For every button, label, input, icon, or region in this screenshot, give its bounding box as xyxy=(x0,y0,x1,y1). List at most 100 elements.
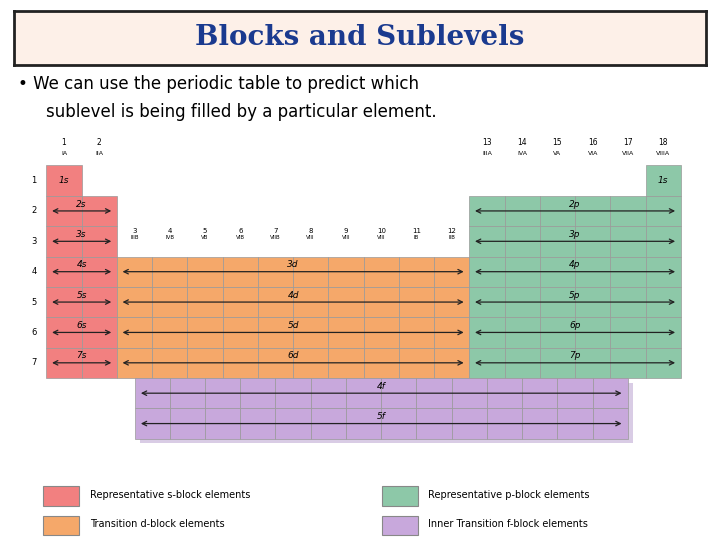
Text: IIB: IIB xyxy=(449,234,455,240)
Bar xyxy=(487,378,522,408)
Text: 8: 8 xyxy=(308,228,313,234)
Text: VIIB: VIIB xyxy=(270,234,281,240)
Bar xyxy=(469,195,505,226)
Bar xyxy=(346,408,381,438)
Text: 14: 14 xyxy=(518,138,527,147)
Bar xyxy=(451,378,487,408)
Text: VA: VA xyxy=(554,151,562,156)
Bar xyxy=(81,348,117,378)
Bar xyxy=(575,287,611,317)
Bar xyxy=(81,287,117,317)
Bar xyxy=(328,317,364,348)
Bar xyxy=(46,256,81,287)
Text: Blocks and Sublevels: Blocks and Sublevels xyxy=(195,24,525,51)
Bar xyxy=(187,348,222,378)
Text: VIII: VIII xyxy=(342,234,351,240)
Bar xyxy=(81,256,117,287)
Bar xyxy=(81,226,117,256)
Bar xyxy=(276,378,311,408)
Bar xyxy=(416,378,451,408)
Text: 15: 15 xyxy=(553,138,562,147)
Bar xyxy=(381,378,416,408)
Text: 2: 2 xyxy=(97,138,102,147)
Bar xyxy=(469,317,505,348)
Bar xyxy=(81,317,117,348)
Text: IIIA: IIIA xyxy=(482,151,492,156)
Bar xyxy=(258,317,293,348)
Bar xyxy=(293,287,328,317)
Text: 3d: 3d xyxy=(287,260,299,269)
Bar xyxy=(311,408,346,438)
Bar xyxy=(187,256,222,287)
Bar xyxy=(434,317,469,348)
Bar xyxy=(487,408,522,438)
Bar xyxy=(540,348,575,378)
Text: sublevel is being filled by a particular element.: sublevel is being filled by a particular… xyxy=(46,103,436,121)
Text: VIII: VIII xyxy=(377,234,385,240)
Bar xyxy=(328,287,364,317)
Bar xyxy=(328,256,364,287)
Bar xyxy=(611,226,646,256)
Bar xyxy=(575,348,611,378)
Text: 11: 11 xyxy=(412,228,421,234)
Bar xyxy=(469,256,505,287)
Text: 7s: 7s xyxy=(76,352,87,360)
Bar xyxy=(469,287,505,317)
Bar xyxy=(399,348,434,378)
Bar xyxy=(346,378,381,408)
Bar xyxy=(152,256,187,287)
Bar xyxy=(46,287,81,317)
Bar xyxy=(611,195,646,226)
Bar xyxy=(222,287,258,317)
Text: 4s: 4s xyxy=(76,260,87,269)
Text: 16: 16 xyxy=(588,138,598,147)
Bar xyxy=(434,256,469,287)
Text: 2: 2 xyxy=(32,206,37,215)
Text: 18: 18 xyxy=(658,138,668,147)
Text: Transition d-block elements: Transition d-block elements xyxy=(90,519,225,529)
Bar xyxy=(611,317,646,348)
Bar xyxy=(611,348,646,378)
Text: VB: VB xyxy=(202,234,209,240)
Bar xyxy=(117,256,152,287)
Bar xyxy=(469,348,505,378)
Bar xyxy=(646,195,681,226)
Bar xyxy=(646,256,681,287)
Bar xyxy=(222,348,258,378)
Bar xyxy=(382,486,418,505)
Bar xyxy=(222,317,258,348)
Bar xyxy=(505,226,540,256)
Bar xyxy=(575,317,611,348)
Bar xyxy=(293,256,328,287)
Text: 7: 7 xyxy=(274,228,278,234)
Bar xyxy=(540,317,575,348)
Bar xyxy=(434,348,469,378)
Bar xyxy=(646,165,681,195)
Text: 10: 10 xyxy=(377,228,386,234)
Bar xyxy=(646,226,681,256)
Bar xyxy=(117,348,152,378)
Bar xyxy=(611,256,646,287)
Bar xyxy=(540,226,575,256)
Text: 5: 5 xyxy=(32,298,37,307)
Text: 5p: 5p xyxy=(570,291,581,300)
Text: 9: 9 xyxy=(343,228,348,234)
Bar xyxy=(575,195,611,226)
Bar xyxy=(293,317,328,348)
Text: 3: 3 xyxy=(32,237,37,246)
Bar xyxy=(187,317,222,348)
Bar xyxy=(505,256,540,287)
Text: IIA: IIA xyxy=(95,151,103,156)
Text: 6d: 6d xyxy=(287,352,299,360)
Text: 1s: 1s xyxy=(59,176,69,185)
Bar xyxy=(364,348,399,378)
Bar xyxy=(434,287,469,317)
Bar xyxy=(364,256,399,287)
Text: 6: 6 xyxy=(238,228,243,234)
Bar xyxy=(152,287,187,317)
Bar xyxy=(399,317,434,348)
Text: 2p: 2p xyxy=(570,199,581,208)
Bar xyxy=(328,348,364,378)
Bar xyxy=(46,165,81,195)
Text: 13: 13 xyxy=(482,138,492,147)
